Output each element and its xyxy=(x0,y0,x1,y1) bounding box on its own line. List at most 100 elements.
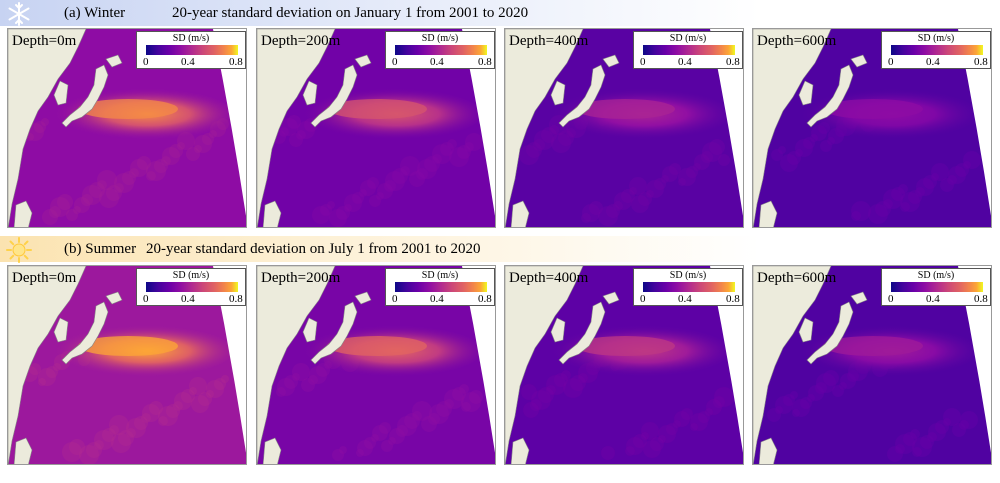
eddy-mark xyxy=(332,449,344,461)
eddy-mark xyxy=(429,404,449,424)
eddy-mark xyxy=(910,429,920,439)
hokkaido-landmass xyxy=(105,54,123,68)
colorbar-title: SD (m/s) xyxy=(172,33,210,44)
colorbar-tick-label: 0 xyxy=(143,293,149,305)
eddy-mark xyxy=(832,385,844,397)
winter-panel-3: Depth=600m SD (m/s) 0 0.4 0.8 xyxy=(752,28,992,228)
eddy-mark xyxy=(690,423,698,431)
asia-landmass xyxy=(753,266,832,464)
eddy-mark xyxy=(74,197,90,213)
eddy-mark xyxy=(625,446,635,456)
korea-landmass xyxy=(53,80,69,106)
eddy-mark xyxy=(173,401,183,411)
eddy-mark xyxy=(563,378,583,398)
eddy-mark xyxy=(959,420,969,430)
eddy-mark xyxy=(301,378,315,392)
kuroshio-core xyxy=(327,336,427,356)
eddy-mark xyxy=(392,168,408,184)
eddy-mark xyxy=(940,178,954,192)
eddy-mark xyxy=(883,189,903,209)
sun-icon xyxy=(6,237,32,263)
colorbar-tick-label: 0.8 xyxy=(974,56,988,68)
philippines-landmass xyxy=(510,200,530,227)
eddy-mark xyxy=(459,384,469,394)
eddy-mark xyxy=(927,432,937,442)
eddy-mark xyxy=(409,171,425,187)
eddy-mark xyxy=(344,204,352,212)
eddy-mark xyxy=(521,384,537,400)
eddy-mark xyxy=(534,130,554,150)
eddy-mark xyxy=(718,154,730,166)
eddy-mark xyxy=(412,411,422,421)
colorbar: SD (m/s) 0 0.4 0.8 xyxy=(633,268,743,306)
eddy-mark xyxy=(336,206,350,220)
eddy-mark xyxy=(206,390,214,398)
asia-landmass xyxy=(753,29,832,227)
japan-landmass xyxy=(806,64,854,128)
eddy-mark xyxy=(356,449,364,457)
eddy-mark xyxy=(554,373,568,387)
eddy-mark xyxy=(34,121,46,133)
eddy-mark xyxy=(920,435,934,449)
eddy-mark xyxy=(533,139,545,151)
eddy-mark xyxy=(379,422,391,434)
eddy-mark xyxy=(327,201,335,209)
eddy-mark xyxy=(823,370,839,386)
eddy-mark xyxy=(357,440,373,456)
eddy-mark xyxy=(181,389,195,403)
eddy-mark xyxy=(780,154,798,172)
eddy-mark xyxy=(690,413,708,431)
depth-label: Depth=0m xyxy=(12,33,77,49)
eddy-mark xyxy=(935,420,949,434)
eddy-mark xyxy=(916,178,934,196)
eddy-mark xyxy=(206,380,224,398)
eddy-mark xyxy=(629,187,637,195)
eddy-mark xyxy=(66,209,78,221)
eddy-mark xyxy=(807,394,815,402)
eddy-mark xyxy=(114,173,134,193)
eddy-mark xyxy=(582,204,600,222)
eddy-mark xyxy=(50,197,70,217)
winter-row-title: 20-year standard deviation on January 1 … xyxy=(172,5,529,21)
colorbar-title: SD (m/s) xyxy=(917,33,955,44)
eddy-mark xyxy=(903,432,917,446)
eddy-mark xyxy=(851,201,871,221)
eddy-mark xyxy=(369,195,381,207)
eddy-mark xyxy=(137,156,151,170)
eddy-mark xyxy=(97,170,117,190)
hokkaido-landmass xyxy=(354,54,372,68)
eddy-mark xyxy=(531,390,551,410)
eddy-mark xyxy=(713,396,725,408)
japan-landmass xyxy=(310,64,358,128)
eddy-mark xyxy=(678,178,686,186)
eddy-mark xyxy=(114,183,124,193)
winter-row-header: (a) Winter 20-year standard deviation on… xyxy=(0,0,760,26)
colorbar-tick-label: 0.8 xyxy=(726,56,740,68)
eddy-mark xyxy=(551,133,571,153)
domain-boundary xyxy=(710,29,743,216)
colorbar-gradient xyxy=(395,282,487,292)
japan-landmass xyxy=(310,301,358,365)
kuroshio-core xyxy=(823,99,923,119)
eddy-mark xyxy=(800,397,812,409)
summer-map-3 xyxy=(753,266,991,464)
eddy-mark xyxy=(943,418,951,426)
korea-landmass xyxy=(550,317,566,343)
eddy-mark xyxy=(38,368,56,386)
eddy-mark xyxy=(891,187,905,201)
eddy-mark xyxy=(694,154,710,170)
winter-row-label: (a) Winter xyxy=(64,5,126,21)
eddy-mark xyxy=(526,142,542,158)
eddy-mark xyxy=(57,194,73,210)
philippines-landmass xyxy=(758,437,778,464)
eddy-mark xyxy=(312,206,330,224)
eddy-mark xyxy=(900,202,910,212)
kuroshio-core xyxy=(327,99,427,119)
eddy-mark xyxy=(146,171,156,181)
asia-landmass xyxy=(257,29,336,227)
depth-label: Depth=200m xyxy=(261,270,341,286)
eddy-mark xyxy=(795,139,813,157)
eddy-mark xyxy=(277,378,295,396)
eddy-mark xyxy=(428,413,440,425)
colorbar-tick-label: 0 xyxy=(143,56,149,68)
